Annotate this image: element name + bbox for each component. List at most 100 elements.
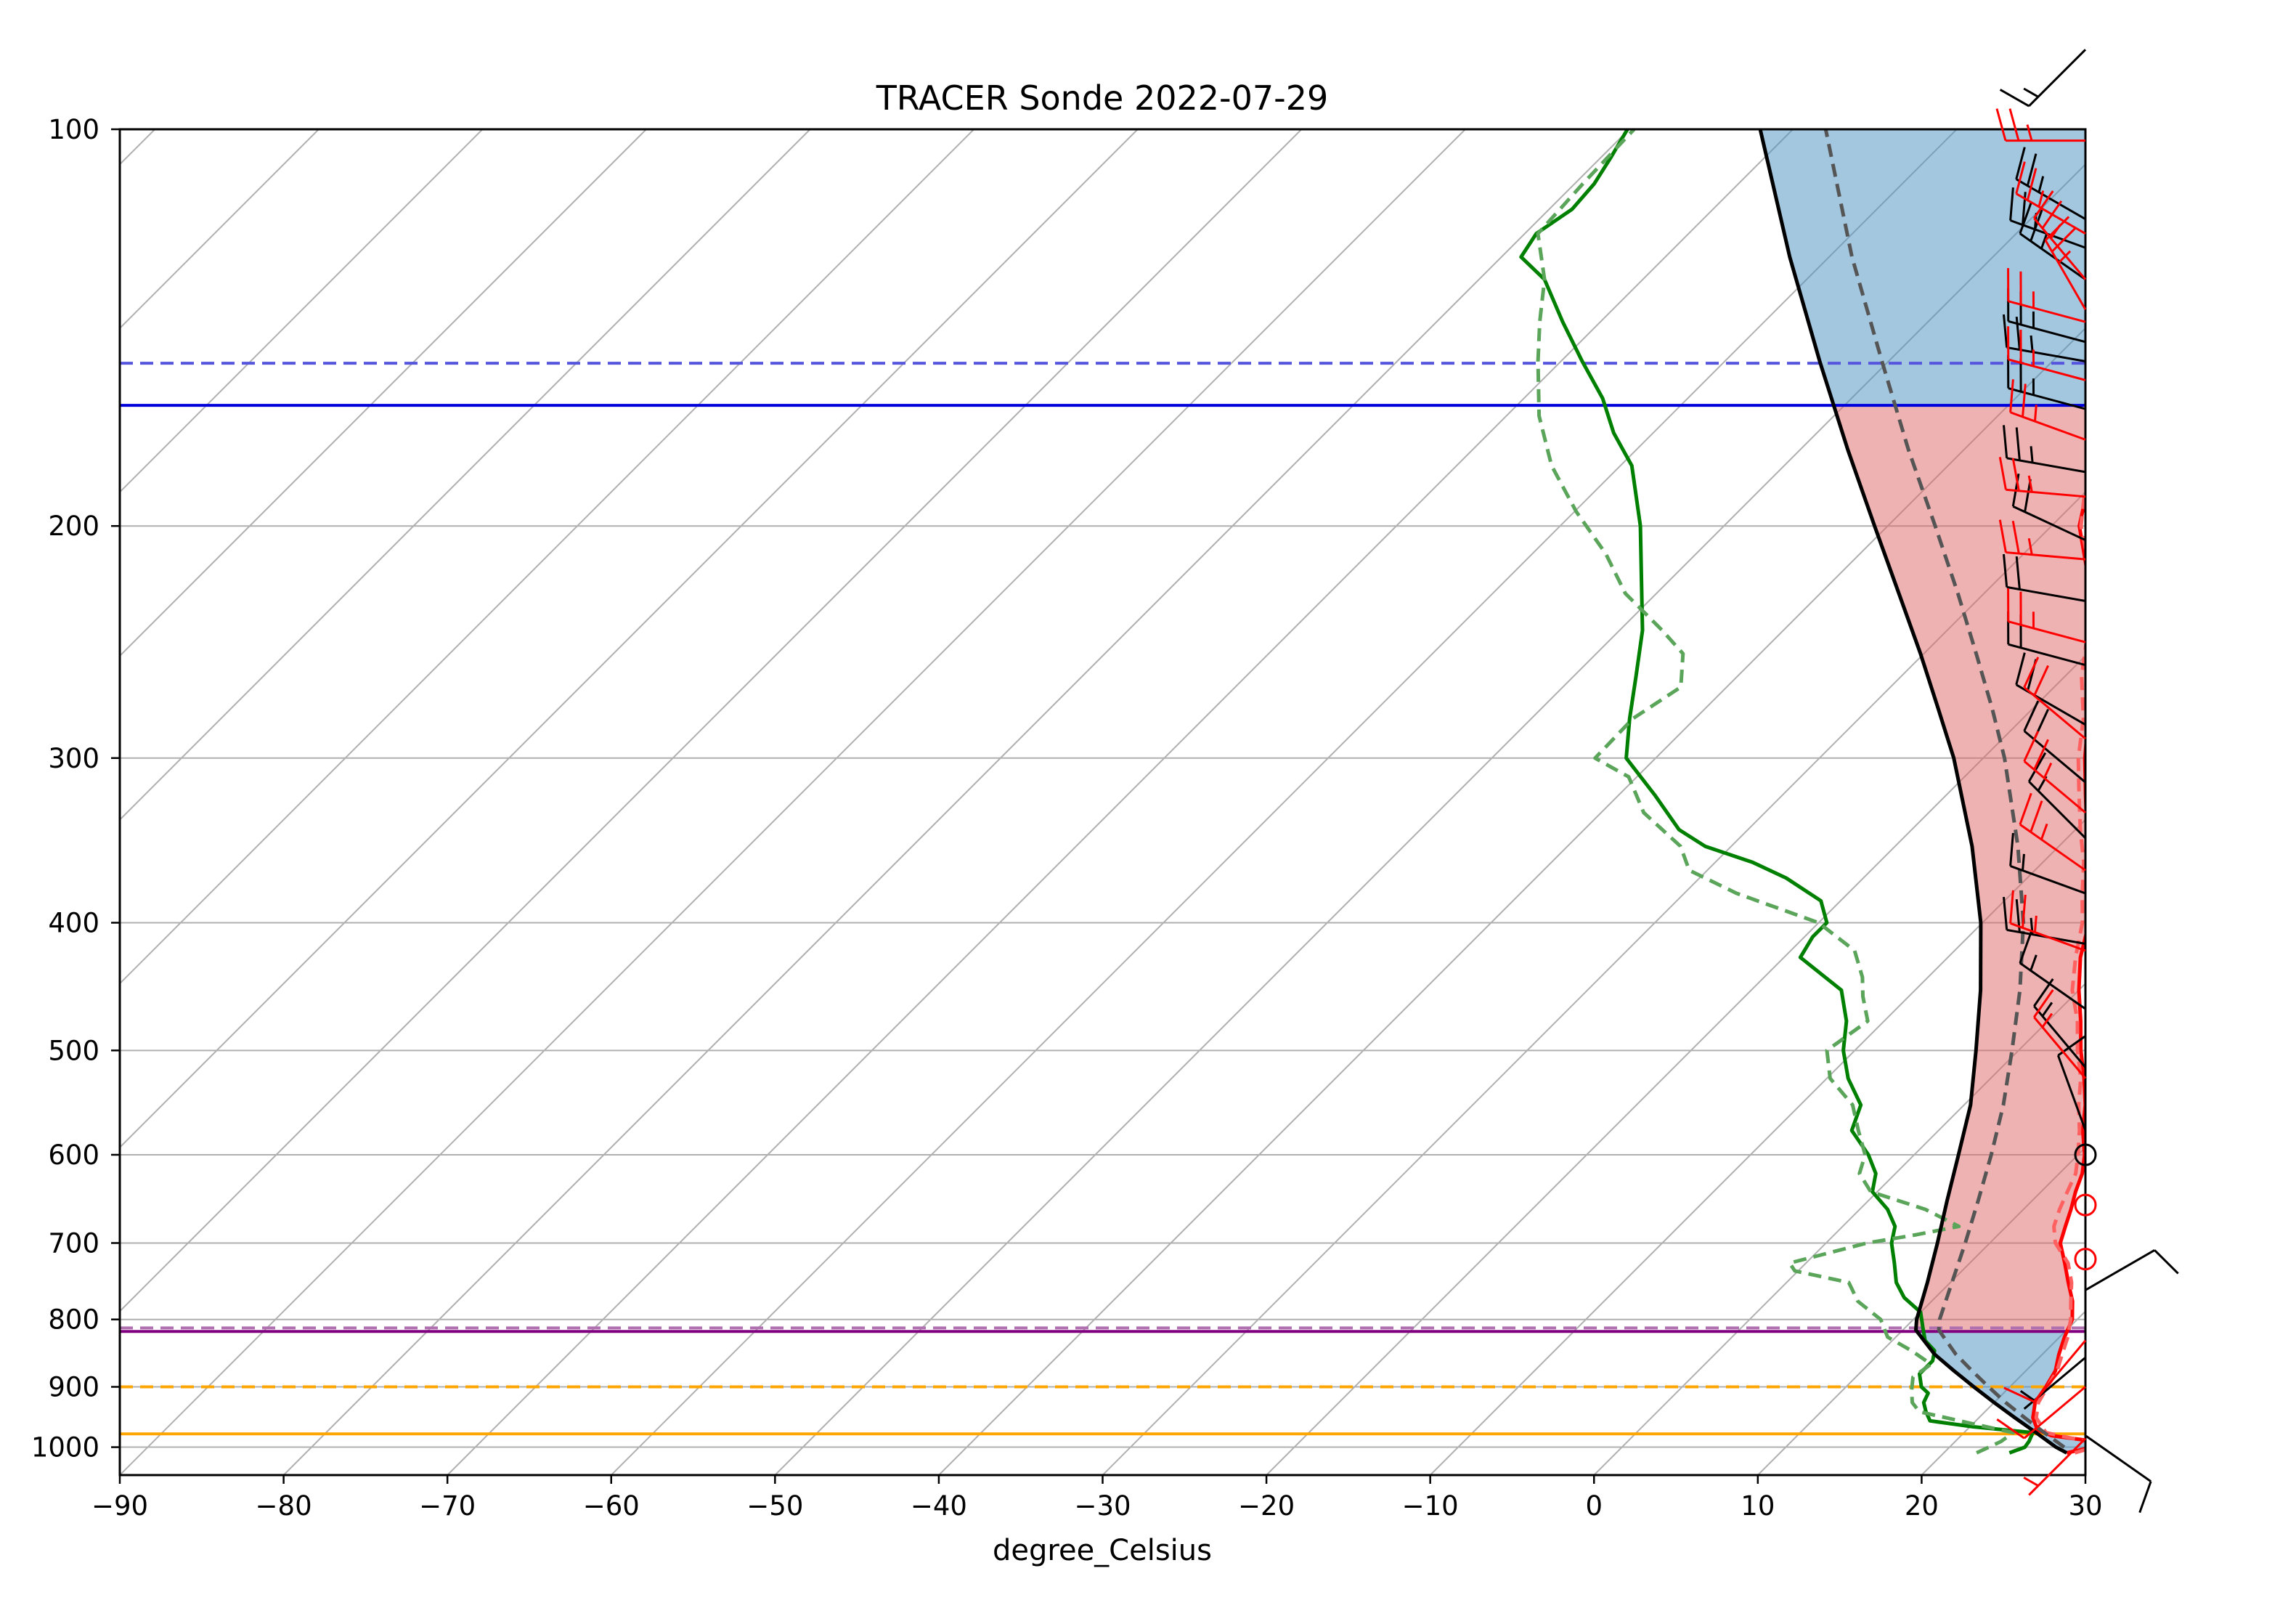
calm-circle: [2074, 1143, 2097, 1166]
barb-half-feather: [2030, 954, 2038, 971]
barb-feather: [2015, 652, 2026, 686]
barb-half-feather: [2038, 176, 2045, 193]
barb-shaft: [2023, 760, 2086, 814]
cape-region: [1833, 405, 2085, 1331]
y-tick-label: 100: [48, 114, 99, 145]
barb-feather: [2019, 202, 2032, 235]
isotherm-line: [120, 129, 1466, 1475]
isotherm-line: [120, 129, 1139, 1149]
isotherm-line: [2085, 129, 2296, 1475]
wind-barb: [2015, 147, 2086, 221]
wind-barb: [2023, 657, 2086, 740]
barb-feather: [2030, 800, 2043, 833]
isotherm-line: [611, 129, 1958, 1475]
barb-feather: [2033, 190, 2054, 219]
grid-layer: [120, 129, 2296, 1475]
cin-region: [1760, 129, 2085, 406]
barb-shaft: [2033, 1016, 2087, 1079]
x-tick-label: −10: [1402, 1490, 1459, 1522]
barb-feather: [2033, 989, 2054, 1018]
barb-feather: [2033, 739, 2049, 771]
barb-shaft: [2028, 781, 2087, 839]
wind-barb: [2003, 1339, 2087, 1403]
barb-shaft: [2019, 232, 2086, 280]
level-lines: [120, 362, 2085, 1436]
isotherm-line: [120, 129, 811, 821]
barb-shaft: [2010, 411, 2086, 441]
barb-shaft: [2012, 505, 2086, 542]
barb-feather: [2033, 978, 2054, 1007]
barb-feather: [1995, 108, 2007, 142]
isotherm-line: [120, 129, 647, 657]
barb-shaft: [2023, 1386, 2086, 1439]
barb-half-feather: [2041, 1012, 2053, 1028]
barb-feather: [2026, 168, 2038, 201]
barb-shaft: [2033, 217, 2087, 280]
wind-barb: [2019, 931, 2086, 1010]
x-tick-label: −40: [911, 1490, 967, 1522]
barb-half-feather: [2030, 335, 2034, 352]
barb-feather: [2011, 520, 2020, 554]
barb-shaft: [2006, 551, 2086, 561]
barb-shaft: [2010, 865, 2086, 895]
y-tick-label: 800: [48, 1304, 99, 1336]
barb-shaft: [2019, 823, 2086, 872]
wind-barb: [2023, 731, 2086, 814]
barb-feather: [2022, 383, 2027, 418]
barb-shaft: [2028, 49, 2087, 107]
barb-half-feather: [2030, 446, 2034, 463]
barb-feather: [2015, 161, 2026, 195]
x-tick-label: −80: [256, 1490, 312, 1522]
plot-border: [118, 128, 2087, 1477]
barb-shaft: [2006, 488, 2086, 498]
barb-feather: [2041, 200, 2063, 230]
x-tick-label: −60: [583, 1490, 640, 1522]
isotherm-line: [1102, 491, 2085, 1475]
barb-half-feather: [2033, 915, 2038, 933]
x-tick-label: −20: [1238, 1490, 1295, 1522]
y-tick-label: 400: [48, 907, 99, 938]
barb-shaft: [2085, 1248, 2156, 1291]
barb-shaft: [2008, 387, 2086, 410]
barb-shaft: [2056, 1055, 2087, 1131]
barb-half-feather: [2022, 853, 2025, 871]
barb-half-feather: [2040, 232, 2048, 249]
barb-shaft: [2028, 1437, 2087, 1496]
barb-half-feather: [2027, 475, 2033, 492]
wind-barb: [2009, 890, 2086, 952]
barb-feather: [1998, 519, 2007, 553]
wind-barb: [2033, 989, 2087, 1079]
barb-half-feather: [2023, 87, 2039, 98]
barb-feather: [2154, 1249, 2179, 1275]
wind-barb: [2007, 268, 2086, 323]
barb-feather: [2023, 731, 2040, 762]
barb-feather: [2003, 896, 2008, 930]
wind-barb: [2007, 326, 2086, 381]
x-tick-label: 30: [2068, 1490, 2102, 1522]
barb-feather: [2019, 931, 2032, 964]
x-tick-label: 10: [1741, 1490, 1775, 1522]
wind-barb: [2015, 161, 2086, 235]
y-tick-label: 1000: [31, 1432, 99, 1463]
barb-half-feather: [2040, 823, 2048, 840]
barb-feather: [2015, 316, 2021, 350]
barb-feather: [2022, 192, 2027, 225]
parcel-profile-line: [1758, 129, 2068, 1455]
barb-feather: [2015, 427, 2021, 461]
parcel-profile-second-line: [1823, 129, 2066, 1449]
x-tick-label: −50: [746, 1490, 803, 1522]
barb-feather: [2003, 553, 2008, 588]
isotherm-line: [120, 129, 156, 166]
barb-feather: [2019, 792, 2032, 825]
y-tick-label: 500: [48, 1035, 99, 1066]
wind-barb: [2074, 1143, 2097, 1166]
barb-shaft: [2015, 178, 2086, 221]
wind-barb: [2009, 832, 2086, 895]
barb-feather: [2015, 147, 2026, 180]
temperature-second-sounding-line: [2034, 489, 2085, 1455]
barb-feather: [2015, 556, 2021, 590]
wind-barb: [2007, 354, 2086, 410]
wind-barb: [1995, 108, 2085, 142]
isotherm-line: [282, 129, 1630, 1475]
